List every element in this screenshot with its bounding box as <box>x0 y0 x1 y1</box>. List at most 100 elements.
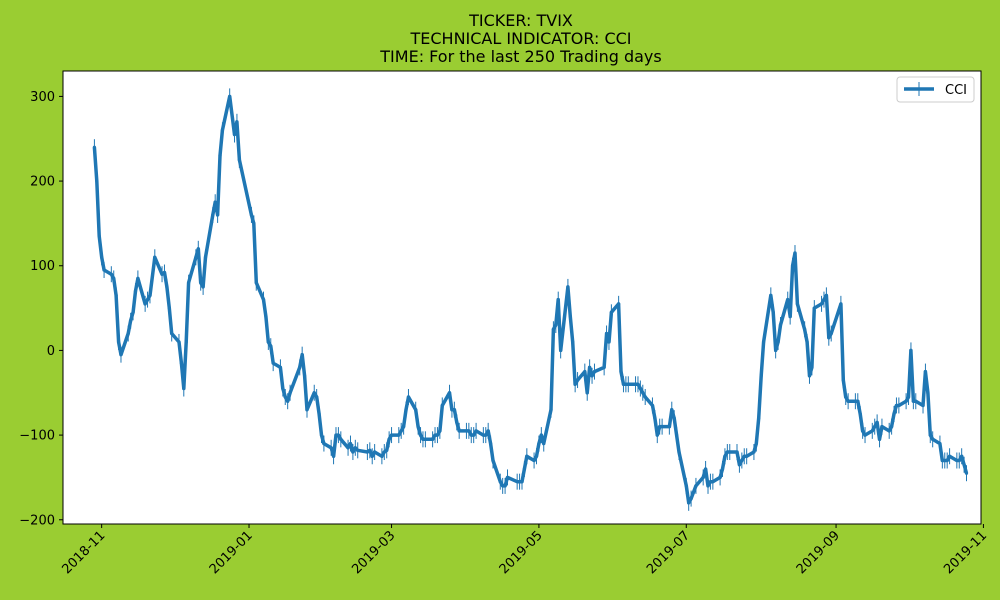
cci-point <box>431 437 435 441</box>
cci-point <box>399 429 403 433</box>
cci-point <box>824 293 828 297</box>
cci-point <box>447 391 452 395</box>
cci-point <box>609 310 613 314</box>
cci-point <box>249 213 254 217</box>
cci-point <box>624 382 628 386</box>
title-line-1: TICKER: TVIX <box>468 11 573 30</box>
cci-point <box>418 433 423 437</box>
cci-point <box>539 433 543 437</box>
cci-point <box>943 458 947 463</box>
cci-point <box>216 213 220 217</box>
cci-point <box>203 255 208 259</box>
cci-point <box>807 374 812 378</box>
x-tick-label: 2019-11 <box>941 528 990 577</box>
cci-point <box>187 281 191 285</box>
cci-point <box>667 425 671 429</box>
cci-point <box>373 450 377 454</box>
cci-point <box>793 251 797 255</box>
cci-point <box>484 433 488 437</box>
cci-point <box>261 298 266 302</box>
cci-point <box>592 369 597 374</box>
cci-point <box>590 374 594 378</box>
cci-point <box>839 302 843 306</box>
cci-point <box>102 268 106 272</box>
cci-point <box>488 441 493 446</box>
cci-point <box>607 340 611 344</box>
cci-point <box>319 433 324 437</box>
cci-point <box>897 403 901 408</box>
cci-point <box>568 314 572 319</box>
cci-point <box>914 399 918 403</box>
cci-point <box>440 403 444 408</box>
chart-title: TICKER: TVIX TECHNICAL INDICATOR: CCI TI… <box>379 11 661 66</box>
cci-point <box>421 437 425 441</box>
cci-point <box>283 395 287 399</box>
series-layer <box>92 88 969 511</box>
cci-point <box>532 458 536 463</box>
cci-point <box>252 221 256 226</box>
y-axis: −200 −100 0 100 200 300 <box>19 90 63 528</box>
cci-point <box>822 298 826 302</box>
cci-point <box>892 412 896 416</box>
cci-point <box>455 420 459 424</box>
cci-point <box>856 399 860 403</box>
cci-point <box>404 408 408 412</box>
cci-point <box>737 463 742 467</box>
cci-point <box>315 395 319 399</box>
cci-point <box>841 378 845 382</box>
cci-point <box>389 433 394 437</box>
cci-point <box>305 408 309 412</box>
cci-point <box>810 365 814 369</box>
cci-point <box>660 425 664 429</box>
cci-point <box>771 310 775 314</box>
cci-point <box>803 327 807 331</box>
x-tick-label: 2019-07 <box>644 528 693 577</box>
cci-point <box>348 441 353 446</box>
cci-point <box>928 433 932 437</box>
cci-point <box>926 391 930 395</box>
cci-point <box>861 429 865 433</box>
cci-point <box>788 314 792 319</box>
cci-point <box>515 480 519 484</box>
cci-point <box>331 454 336 458</box>
cci-point <box>322 441 326 446</box>
cci-point <box>846 399 850 403</box>
cci-point <box>687 501 691 505</box>
cci-point <box>877 437 882 441</box>
cci-point <box>583 369 587 374</box>
cci-point <box>92 145 97 149</box>
cci-point <box>672 416 676 420</box>
y-tick-label: −100 <box>19 429 55 444</box>
cci-point <box>556 298 560 302</box>
cci-point <box>232 132 237 137</box>
cci-point <box>131 310 135 314</box>
cci-point <box>288 391 292 395</box>
cci-point <box>472 433 476 437</box>
cci-point <box>938 441 942 446</box>
cci-point <box>909 348 913 353</box>
cci-point <box>940 458 944 463</box>
cci-point <box>573 382 577 386</box>
cci-point <box>184 340 188 344</box>
cci-point <box>904 399 908 403</box>
cci-point <box>962 463 966 467</box>
cci-point <box>525 454 529 458</box>
cci-point <box>853 399 857 403</box>
cci-point <box>433 433 437 437</box>
cci-point <box>457 429 461 433</box>
cci-point <box>759 374 763 378</box>
cci-point <box>554 323 558 327</box>
cci-point <box>641 391 645 395</box>
cci-point <box>119 353 123 357</box>
cci-point <box>677 450 681 454</box>
cci-point <box>143 302 147 306</box>
title-line-3: TIME: For the last 250 Trading days <box>379 47 661 66</box>
cci-point <box>947 454 952 458</box>
cci-point <box>95 179 99 183</box>
cci-point <box>711 480 715 484</box>
cci-point <box>346 446 350 450</box>
cci-point <box>735 450 739 454</box>
cci-point <box>542 441 546 446</box>
cci-point <box>450 408 454 412</box>
